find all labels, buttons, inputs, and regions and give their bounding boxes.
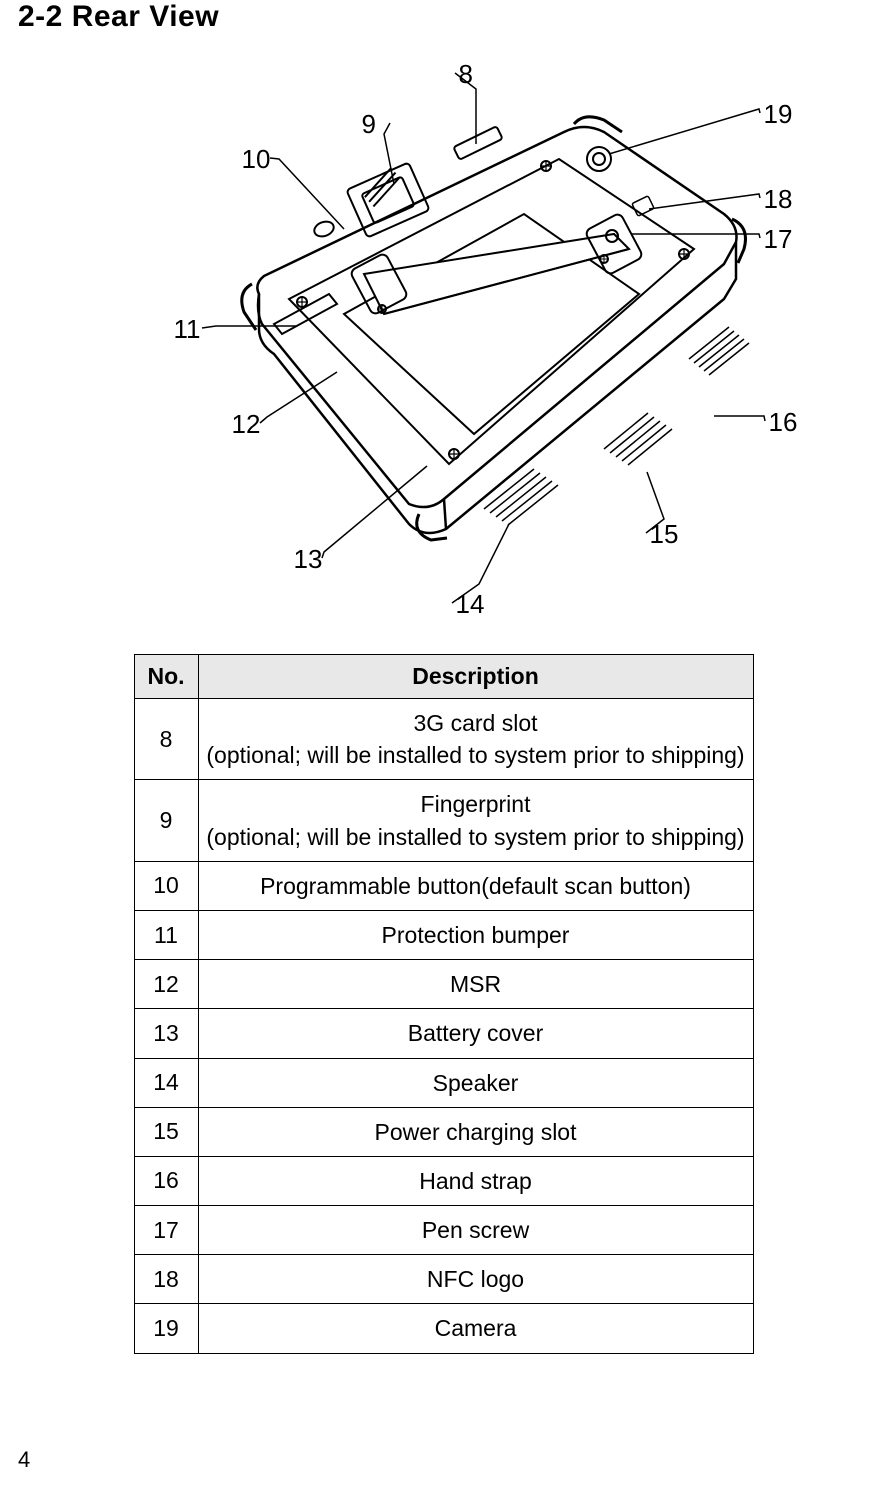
table-row: 15Power charging slot xyxy=(134,1107,753,1156)
table-row: 12MSR xyxy=(134,960,753,1009)
cell-no: 16 xyxy=(134,1156,198,1205)
cell-description: Hand strap xyxy=(198,1156,753,1205)
cell-no: 9 xyxy=(134,780,198,861)
cell-no: 13 xyxy=(134,1009,198,1058)
header-description: Description xyxy=(198,655,753,699)
callout-12: 12 xyxy=(232,409,261,440)
parts-table: No. Description 83G card slot(optional; … xyxy=(134,654,754,1354)
table-row: 19Camera xyxy=(134,1304,753,1353)
callout-13: 13 xyxy=(294,544,323,575)
cell-no: 8 xyxy=(134,699,198,780)
cell-description: NFC logo xyxy=(198,1255,753,1304)
callout-14: 14 xyxy=(456,589,485,620)
section-heading: 2-2 Rear View xyxy=(18,0,887,34)
cell-description: Speaker xyxy=(198,1058,753,1107)
cell-description: Protection bumper xyxy=(198,910,753,959)
callout-18: 18 xyxy=(764,184,793,215)
cell-no: 19 xyxy=(134,1304,198,1353)
callout-11: 11 xyxy=(174,314,201,345)
callout-15: 15 xyxy=(650,519,679,550)
cell-description: MSR xyxy=(198,960,753,1009)
table-row: 14Speaker xyxy=(134,1058,753,1107)
table-row: 18NFC logo xyxy=(134,1255,753,1304)
header-no: No. xyxy=(134,655,198,699)
parts-table-container: No. Description 83G card slot(optional; … xyxy=(134,654,754,1354)
cell-description: Battery cover xyxy=(198,1009,753,1058)
table-row: 9Fingerprint(optional; will be installed… xyxy=(134,780,753,861)
callout-10: 10 xyxy=(242,144,271,175)
cell-no: 15 xyxy=(134,1107,198,1156)
callout-16: 16 xyxy=(769,407,798,438)
table-row: 13Battery cover xyxy=(134,1009,753,1058)
cell-no: 17 xyxy=(134,1206,198,1255)
cell-description: Pen screw xyxy=(198,1206,753,1255)
table-row: 10Programmable button(default scan butto… xyxy=(134,861,753,910)
cell-no: 12 xyxy=(134,960,198,1009)
page-number: 4 xyxy=(18,1447,30,1473)
callout-17: 17 xyxy=(764,224,793,255)
cell-no: 18 xyxy=(134,1255,198,1304)
cell-description: Programmable button(default scan button) xyxy=(198,861,753,910)
table-row: 83G card slot(optional; will be installe… xyxy=(134,699,753,780)
cell-description: Camera xyxy=(198,1304,753,1353)
cell-no: 11 xyxy=(134,910,198,959)
callout-8: 8 xyxy=(459,59,473,90)
cell-description: 3G card slot(optional; will be installed… xyxy=(198,699,753,780)
cell-description: Power charging slot xyxy=(198,1107,753,1156)
table-row: 11Protection bumper xyxy=(134,910,753,959)
callout-19: 19 xyxy=(764,99,793,130)
table-row: 17Pen screw xyxy=(134,1206,753,1255)
cell-description: Fingerprint(optional; will be installed … xyxy=(198,780,753,861)
cell-no: 10 xyxy=(134,861,198,910)
table-row: 16Hand strap xyxy=(134,1156,753,1205)
cell-no: 14 xyxy=(134,1058,198,1107)
callout-9: 9 xyxy=(362,109,376,140)
rear-view-diagram: 8910111213141516171819 xyxy=(84,54,804,614)
table-header-row: No. Description xyxy=(134,655,753,699)
